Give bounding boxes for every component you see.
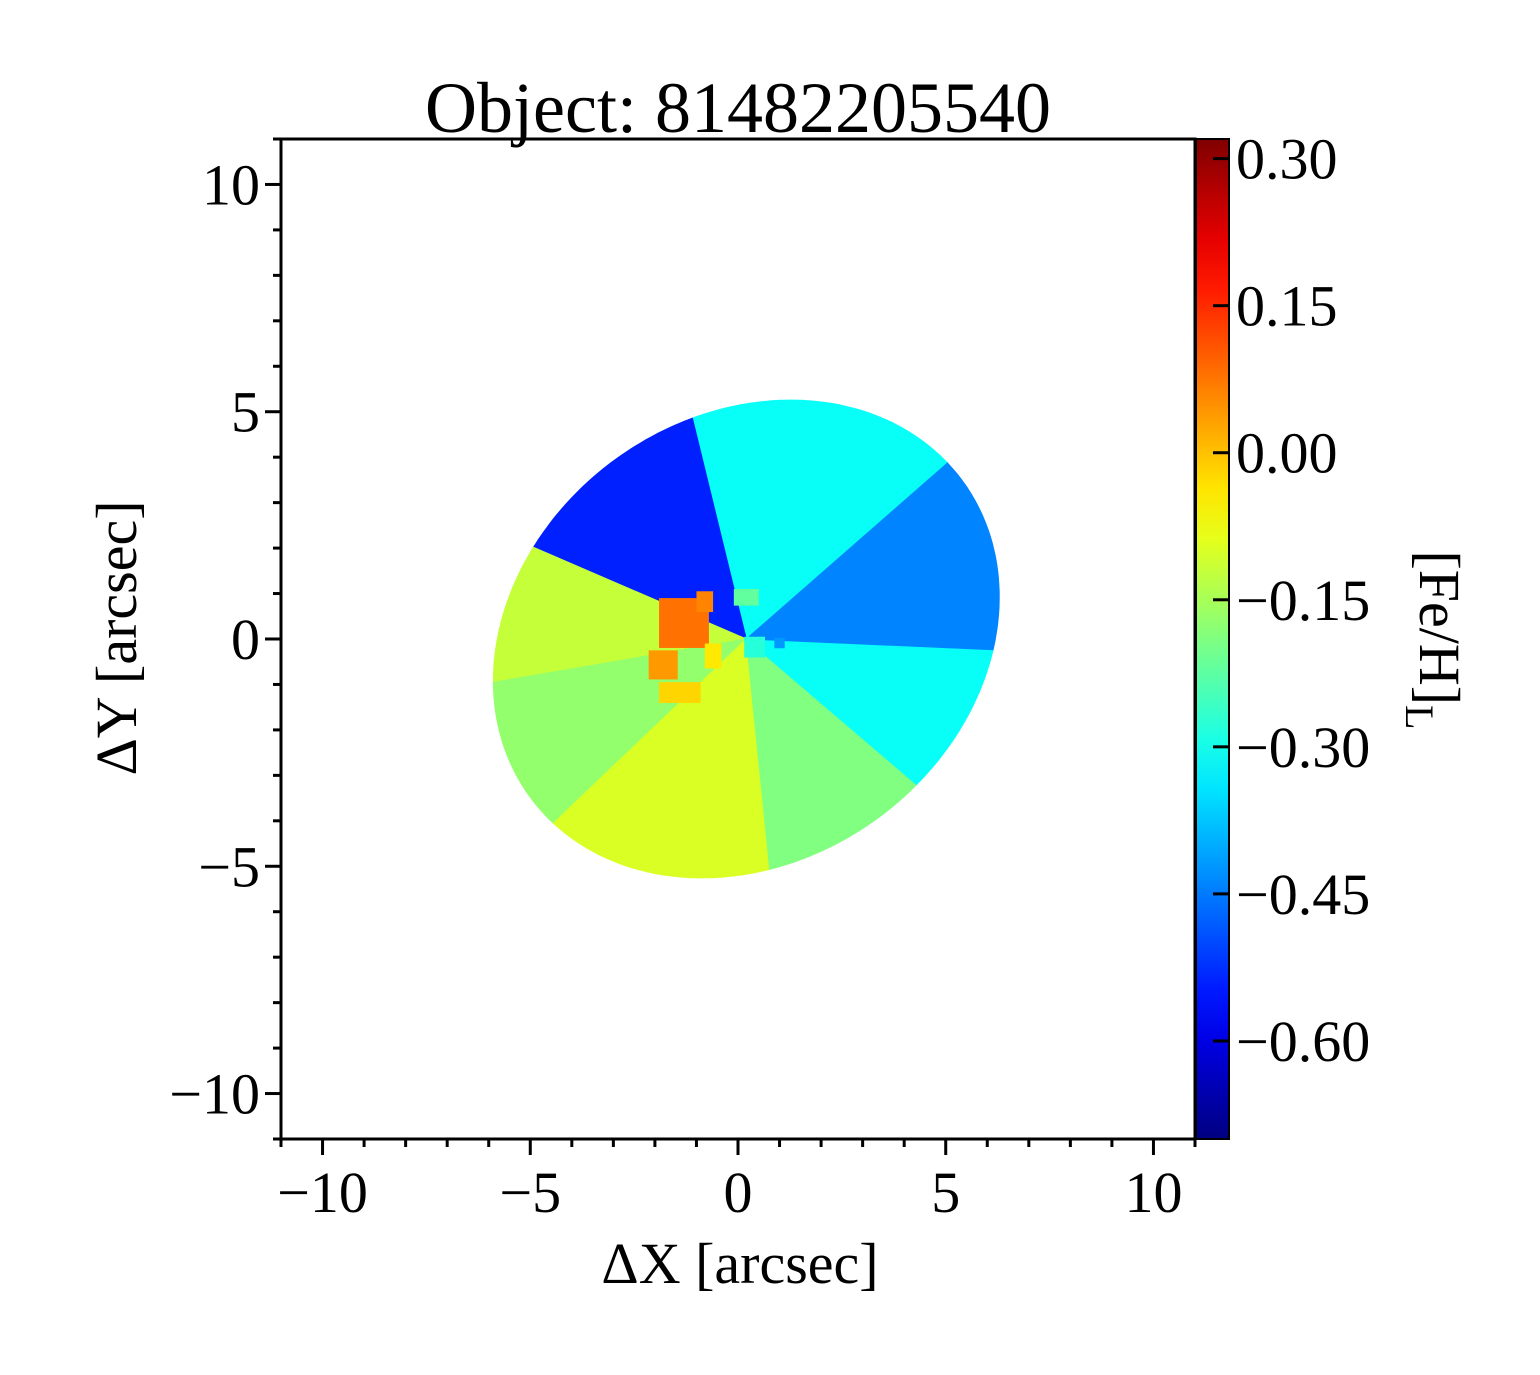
x-tick-label: 0 (724, 1160, 753, 1225)
y-axis: −10 −5 0 5 10 (169, 137, 281, 1141)
map-core-bin-8 (774, 637, 785, 649)
map-core-bin-6 (744, 636, 766, 658)
colorbar-label-subscript: L (1397, 705, 1442, 729)
map-core-bin-7 (733, 589, 759, 606)
colorbar-tick-label: 0.30 (1236, 127, 1338, 192)
x-tick-label: −5 (499, 1160, 561, 1225)
colorbar-tick-label: −0.15 (1236, 568, 1370, 633)
map-sector-5 (552, 637, 771, 879)
map-core-bin-4 (659, 682, 701, 703)
map-core-bin-5 (704, 643, 722, 669)
colorbar-tick-label: 0.00 (1236, 421, 1338, 486)
map-sector-8 (745, 462, 1000, 651)
map-sector-3 (492, 546, 749, 683)
map-sector-1 (691, 399, 949, 640)
map-sector-2 (532, 417, 748, 640)
map-sector-7 (744, 638, 994, 786)
colorbar-label: [Fe/H]L (1397, 550, 1472, 729)
chart-title: Object: 81482205540 (425, 68, 1051, 148)
colorbar (1195, 138, 1230, 1140)
colorbar-label-main: [Fe/H] (1407, 550, 1472, 705)
y-tick-label: 0 (231, 607, 260, 672)
y-tick-label: 10 (202, 152, 260, 217)
y-tick-label: −10 (169, 1062, 260, 1127)
y-tick-label: 5 (231, 380, 260, 445)
x-tick-label: 10 (1124, 1160, 1182, 1225)
colorbar-tick-label: −0.60 (1236, 1009, 1370, 1074)
y-tick-label: −5 (198, 834, 260, 899)
x-tick-label: −10 (277, 1160, 368, 1225)
x-axis: −10 −5 0 5 10 (277, 1139, 1197, 1225)
map-sector-6 (745, 637, 918, 870)
x-tick-label: 5 (931, 1160, 960, 1225)
map-core-bin-2 (648, 650, 678, 680)
colorbar-ticks: 0.30 0.15 0.00 −0.15 −0.30 −0.45 −0.60 (1213, 127, 1370, 1074)
x-axis-label: ΔX [arcsec] (601, 1231, 878, 1296)
metallicity-map (492, 399, 1000, 879)
colorbar-tick-label: −0.30 (1236, 715, 1370, 780)
y-axis-label: ΔY [arcsec] (84, 500, 149, 775)
colorbar-tick-label: 0.15 (1236, 274, 1338, 339)
colorbar-tick-label: −0.45 (1236, 862, 1370, 927)
map-core-bin-3 (696, 591, 714, 613)
